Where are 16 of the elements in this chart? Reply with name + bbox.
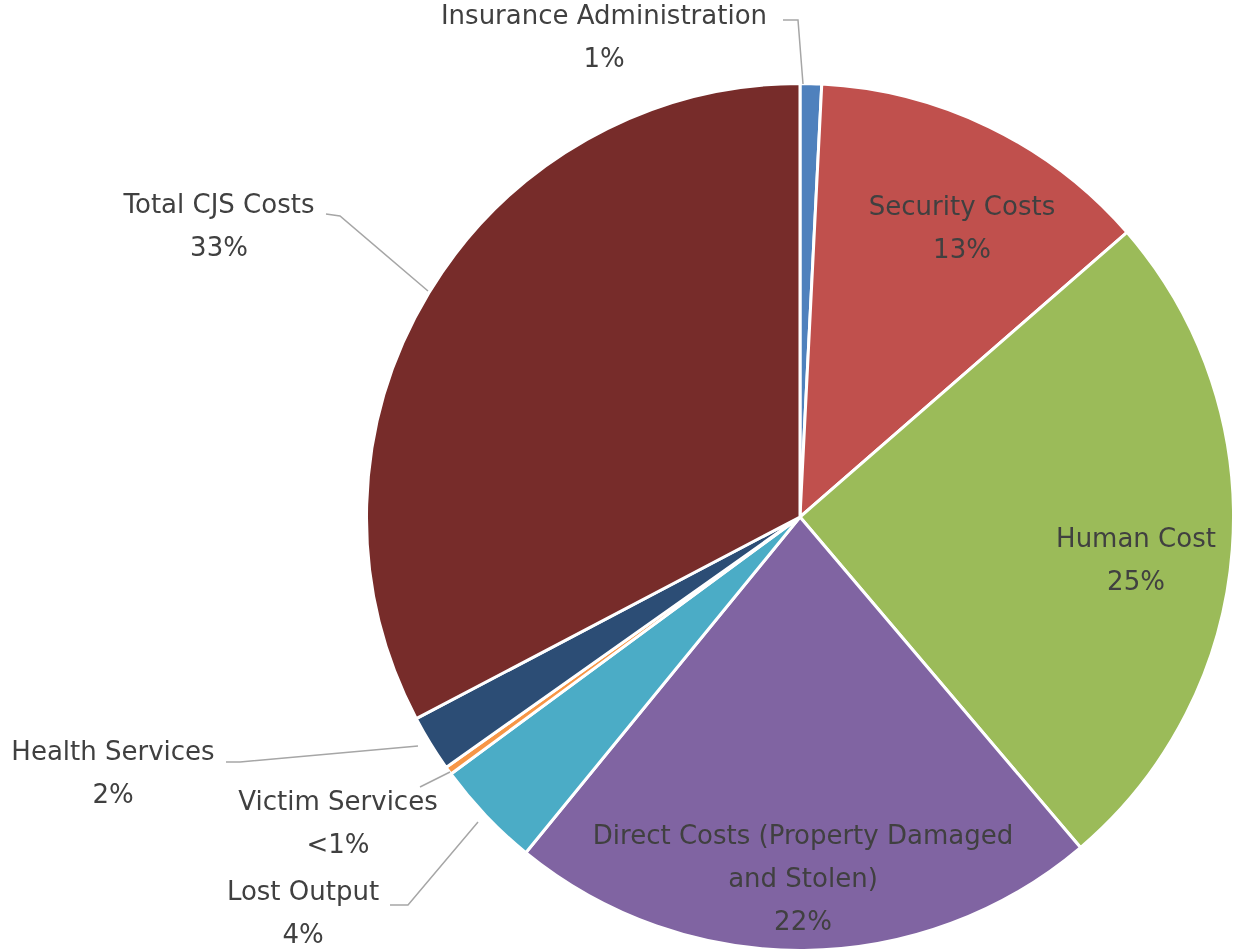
slice-label: Health Services xyxy=(11,735,215,766)
data-label: 33% xyxy=(190,231,248,262)
slice-label: Insurance Administration xyxy=(440,0,768,30)
slice-label: Security Costs xyxy=(868,190,1056,221)
data-label: 2% xyxy=(92,778,134,809)
slice-label: Direct Costs (Property Damaged and Stolen) xyxy=(592,819,1014,893)
data-label: 22% xyxy=(774,905,832,936)
slice-label: Human Cost xyxy=(1056,522,1216,553)
slice-label: Lost Output xyxy=(226,875,380,906)
slice-label: Victim Services xyxy=(238,785,438,816)
data-label: 13% xyxy=(933,233,991,264)
data-label: <1% xyxy=(306,828,370,859)
slice-label: Total CJS Costs xyxy=(122,188,315,219)
data-label: 1% xyxy=(583,42,625,73)
data-label: 25% xyxy=(1107,565,1165,596)
data-label: 4% xyxy=(282,918,324,949)
